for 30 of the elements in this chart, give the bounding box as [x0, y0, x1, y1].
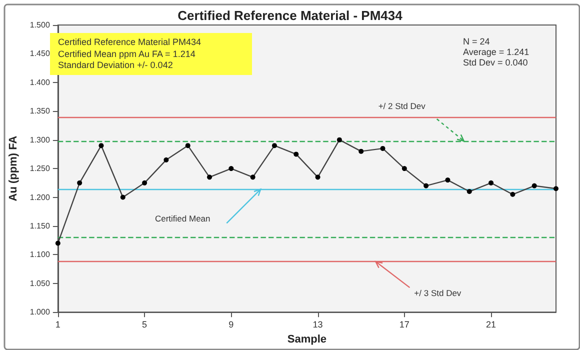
annotation: Std Dev = 0.040 [463, 58, 528, 68]
annotation: N = 24 [463, 36, 490, 46]
y-tick-label: 1.100 [30, 250, 50, 260]
y-tick-label: 1.250 [30, 164, 50, 174]
y-axis-title: Au (ppm) FA [8, 136, 20, 202]
y-tick-label: 1.450 [30, 49, 50, 58]
ref-line-label: +/ 3 Std Dev [414, 288, 462, 298]
x-tick-label: 5 [142, 320, 148, 330]
y-tick-label: 1.200 [30, 192, 50, 202]
annotation: +/ 2 Std Dev [378, 101, 426, 112]
x-axis-title: Sample [287, 334, 327, 346]
y-tick-label: 1.000 [30, 308, 50, 317]
y-tick-label: 1.500 [30, 20, 50, 30]
ref-line-label: Certified Mean [155, 213, 211, 224]
annotation: Average = 1.241 [463, 47, 530, 57]
annotation: Standard Deviation +/- 0.042 [58, 60, 174, 72]
x-tick-label: 21 [486, 320, 496, 330]
annotation: Certified Mean ppm Au FA = 1.214 [58, 48, 196, 60]
y-tick-label: 1.150 [30, 221, 50, 230]
x-tick-label: 9 [228, 320, 234, 330]
y-tick-label: 1.300 [30, 135, 50, 144]
x-tick-label: 1 [55, 320, 60, 330]
note-box: Certified Reference Material PM434 Certified Mean ppm Au FA = 1.214 Standard Deviation +/- 0.042 [50, 33, 252, 75]
x-tick-label: 13 [312, 320, 323, 330]
y-tick-label: 1.050 [30, 278, 50, 288]
x-tick-label: 17 [399, 320, 410, 330]
chart-title: Certified Reference Material - PM434 [178, 8, 404, 23]
y-tick-label: 1.350 [30, 106, 50, 116]
y-tick-label: 1.400 [30, 78, 50, 87]
annotation: Certified Reference Material PM434 [58, 37, 202, 48]
